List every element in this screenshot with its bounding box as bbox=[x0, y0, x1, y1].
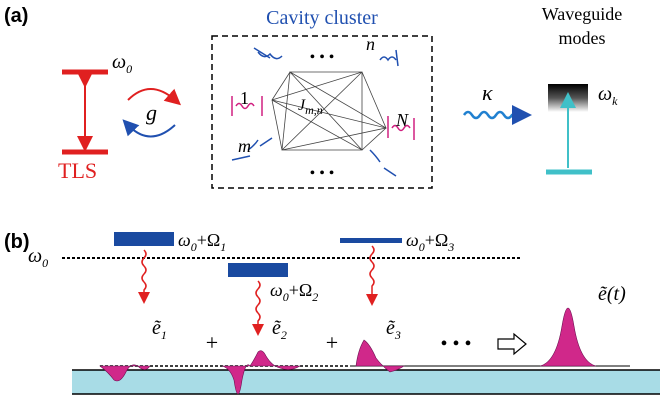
tls-name: TLS bbox=[58, 158, 97, 183]
dots: • • • bbox=[310, 49, 335, 66]
panel-label: (b) bbox=[4, 231, 30, 253]
pulse-label: ẽ1 bbox=[152, 317, 167, 342]
pulse-label: ẽ2 bbox=[272, 317, 287, 342]
dots: • • • bbox=[310, 165, 335, 182]
decay-arrow bbox=[464, 112, 522, 118]
level-label: ω0+Ω1 bbox=[178, 230, 226, 254]
tls bbox=[62, 72, 108, 152]
panel-label: (a) bbox=[4, 5, 28, 27]
cavity-label: N bbox=[395, 110, 409, 130]
plus: + bbox=[206, 330, 218, 355]
pulse-label: ẽ3 bbox=[386, 317, 401, 342]
cavity-label: n bbox=[366, 34, 375, 54]
waveguide-title: modes bbox=[559, 28, 606, 48]
cluster-title: Cavity cluster bbox=[266, 7, 378, 29]
result-arrow bbox=[498, 334, 526, 354]
level bbox=[340, 238, 402, 243]
cavities bbox=[232, 48, 414, 176]
waveguide-title: Waveguide bbox=[542, 4, 623, 24]
figure: (a) ω0 TLS g Cavity cluster • • • • • • … bbox=[0, 0, 667, 409]
mode-label: ωk bbox=[598, 83, 618, 108]
coupling-arrow bbox=[128, 89, 175, 100]
coupling-network bbox=[272, 72, 386, 150]
dots: • • • bbox=[440, 333, 471, 355]
waveguide bbox=[72, 370, 660, 394]
cluster-coupling: Jm,n bbox=[298, 97, 323, 117]
tls-level: ω0 bbox=[112, 51, 132, 76]
level bbox=[228, 263, 288, 277]
decay-rate: κ bbox=[482, 80, 493, 105]
cavity-label: 1 bbox=[240, 88, 249, 108]
coupling: g bbox=[146, 100, 157, 125]
level bbox=[114, 232, 174, 246]
level-label: ω0+Ω3 bbox=[406, 230, 454, 254]
total-label: ẽ(t) bbox=[598, 283, 626, 305]
baseline-label: ω0 bbox=[28, 245, 48, 270]
level-label: ω0+Ω2 bbox=[270, 280, 318, 304]
plus: + bbox=[326, 330, 338, 355]
cavity-label: m bbox=[238, 136, 251, 156]
coupling-arrow bbox=[128, 125, 175, 137]
